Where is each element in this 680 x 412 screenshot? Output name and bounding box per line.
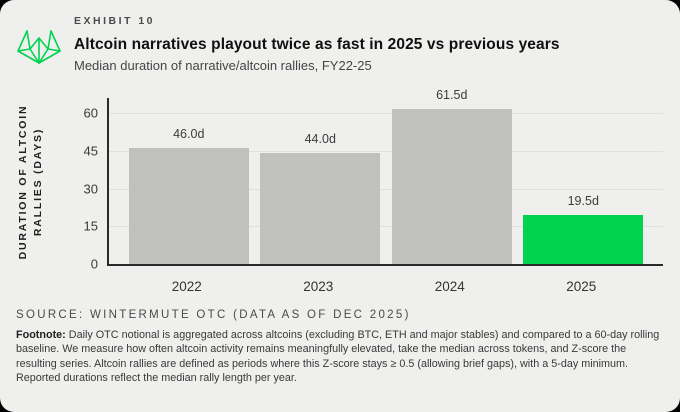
bar-slot: 19.5d [518,98,650,264]
x-tick-label: 2024 [434,279,465,294]
footnote: Footnote: Daily OTC notional is aggregat… [16,328,668,386]
y-tick-label: 0 [90,256,98,272]
gridline [109,150,663,152]
bar-2023 [260,153,381,264]
bar-slot: 46.0d [123,98,255,264]
gridline [109,226,663,228]
y-tick-label: 15 [83,218,98,234]
y-tick-label: 45 [83,143,98,159]
bar-value-label: 19.5d [567,193,599,208]
bar-row: 46.0d 44.0d 61.5d 19.5d [109,88,663,264]
plot-area: 46.0d 44.0d 61.5d 19.5d [107,88,663,266]
bar-2022 [128,148,249,264]
y-axis-ticks: 0 15 30 45 60 [0,98,98,272]
gridline [109,113,663,115]
chart-title: Altcoin narratives playout twice as fast… [74,36,560,53]
bar-slot: 61.5d [386,88,518,264]
x-tick-label: 2025 [566,279,597,294]
y-tick-label: 60 [83,105,98,121]
gridline [109,188,663,190]
x-tick-label: 2023 [303,279,334,294]
wintermute-logo-icon [17,30,61,64]
x-axis-labels: 2022 2023 2024 2025 [107,279,661,294]
bar-2024 [391,109,512,264]
bar-value-label: 61.5d [436,88,468,103]
source-line: SOURCE: WINTERMUTE OTC (DATA AS OF DEC 2… [16,309,411,321]
bar-slot: 44.0d [255,98,387,264]
footnote-text: Daily OTC notional is aggregated across … [16,329,660,385]
y-tick-label: 30 [83,181,98,197]
bar-value-label: 44.0d [304,132,336,147]
chart-subtitle: Median duration of narrative/altcoin ral… [74,58,372,73]
x-tick-label: 2022 [171,279,202,294]
bar-value-label: 46.0d [173,127,205,142]
bar-2025 [523,214,644,264]
exhibit-label: EXHIBIT 10 [74,15,156,27]
footnote-label: Footnote: [16,329,66,341]
header-text-block: EXHIBIT 10 Altcoin narratives playout tw… [74,15,560,74]
